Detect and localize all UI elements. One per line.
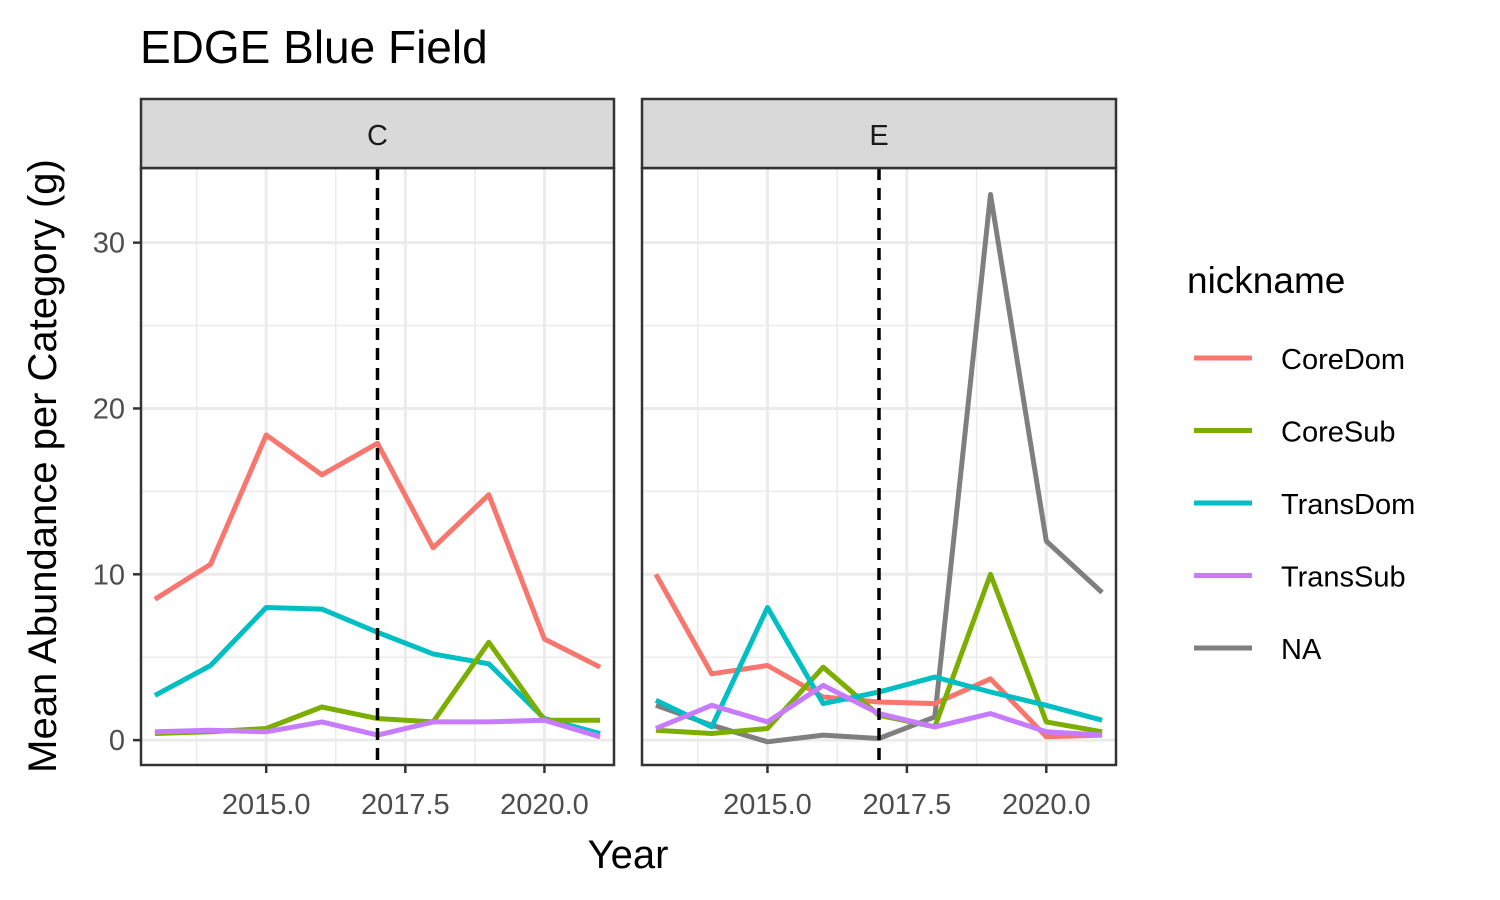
y-tick-label: 0 xyxy=(109,725,125,757)
legend: nickname CoreDom CoreSub TransDom TransSub NA xyxy=(1187,260,1415,666)
chart-panels: C 2015.0 2017.5 2020.0 0 10 20 30 E 2015.0 2017.5 2… xyxy=(93,97,1118,821)
legend-label: NA xyxy=(1281,634,1322,666)
x-tick-label: 2020.0 xyxy=(1002,789,1091,821)
y-tick-label: 20 xyxy=(93,393,125,425)
series-line-coredom xyxy=(153,432,602,670)
y-tick-label: 30 xyxy=(93,228,125,260)
x-tick-label: 2017.5 xyxy=(361,789,450,821)
legend-title: nickname xyxy=(1187,260,1345,301)
facet-strip-label: C xyxy=(367,120,388,152)
panel-background xyxy=(642,168,1116,765)
panel-e: E 2015.0 2017.5 2020.0 xyxy=(640,97,1118,821)
x-tick-label: 2020.0 xyxy=(500,789,589,821)
facet-strip xyxy=(640,97,1118,170)
legend-item-na: NA xyxy=(1194,634,1322,666)
legend-item-coresub: CoreSub xyxy=(1194,417,1395,449)
chart-title: EDGE Blue Field xyxy=(140,21,488,73)
legend-label: TransDom xyxy=(1281,489,1415,521)
y-tick-label: 10 xyxy=(93,559,125,591)
x-axis-title: Year xyxy=(588,833,669,877)
legend-item-transsub: TransSub xyxy=(1194,562,1406,594)
x-tick-label: 2015.0 xyxy=(723,789,812,821)
series-line-coredom xyxy=(653,573,1103,740)
x-tick-label: 2017.5 xyxy=(863,789,952,821)
panel-background xyxy=(141,168,614,765)
legend-label: TransSub xyxy=(1281,562,1406,594)
panel-c: C 2015.0 2017.5 2020.0 0 10 20 30 xyxy=(93,97,616,821)
legend-label: CoreSub xyxy=(1281,417,1395,449)
y-axis-title: Mean Abundance per Category (g) xyxy=(21,159,65,773)
x-tick-label: 2015.0 xyxy=(222,789,311,821)
legend-label: CoreDom xyxy=(1281,344,1405,376)
facet-strip xyxy=(139,97,616,170)
facet-strip-label: E xyxy=(869,120,888,152)
legend-item-transdom: TransDom xyxy=(1194,489,1415,521)
legend-item-coredom: CoreDom xyxy=(1194,344,1405,376)
